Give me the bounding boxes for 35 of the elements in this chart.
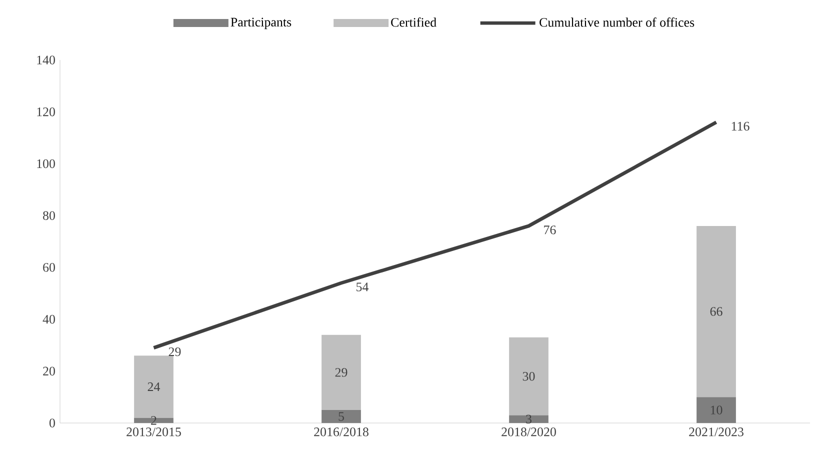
- data-label: 5: [338, 412, 344, 421]
- y-tick-label: 20: [43, 366, 55, 376]
- data-label: 54: [356, 282, 369, 292]
- data-label: 2: [151, 416, 156, 425]
- legend-label: Participants: [230, 18, 292, 30]
- bar: [696, 226, 736, 398]
- y-tick-label: 80: [43, 211, 55, 220]
- bar: [509, 415, 548, 423]
- data-label: 76: [544, 226, 556, 234]
- x-tick-label: 2021/2023: [689, 428, 744, 436]
- x-tick-label: 2018/2020: [502, 428, 556, 436]
- x-tick-label: 2013/2015: [126, 428, 181, 436]
- y-tick-label: 0: [50, 418, 55, 428]
- y-tick-label: 120: [37, 107, 55, 116]
- bar: [509, 337, 548, 416]
- y-tick-label: 100: [37, 159, 55, 168]
- y-tick-label: 40: [42, 314, 55, 324]
- bar: [134, 356, 174, 418]
- x-tick-label: 2016/2018: [314, 428, 368, 436]
- legend-label: Certified: [391, 18, 436, 27]
- bar: [322, 410, 361, 423]
- bar: [696, 397, 736, 423]
- legend-label: Cumulative number of offices: [540, 18, 694, 27]
- data-label: 30: [522, 372, 535, 381]
- data-label: 66: [710, 307, 722, 316]
- y-tick-label: 60: [43, 263, 55, 272]
- data-label: 29: [335, 368, 348, 377]
- data-label: 3: [526, 414, 532, 424]
- data-label: 116: [732, 122, 750, 131]
- bar: [322, 334, 361, 410]
- y-tick-label: 140: [37, 56, 55, 64]
- bar: [134, 418, 174, 423]
- data-label: 10: [710, 406, 722, 414]
- data-label: 24: [148, 382, 160, 391]
- data-label: 29: [168, 347, 181, 356]
